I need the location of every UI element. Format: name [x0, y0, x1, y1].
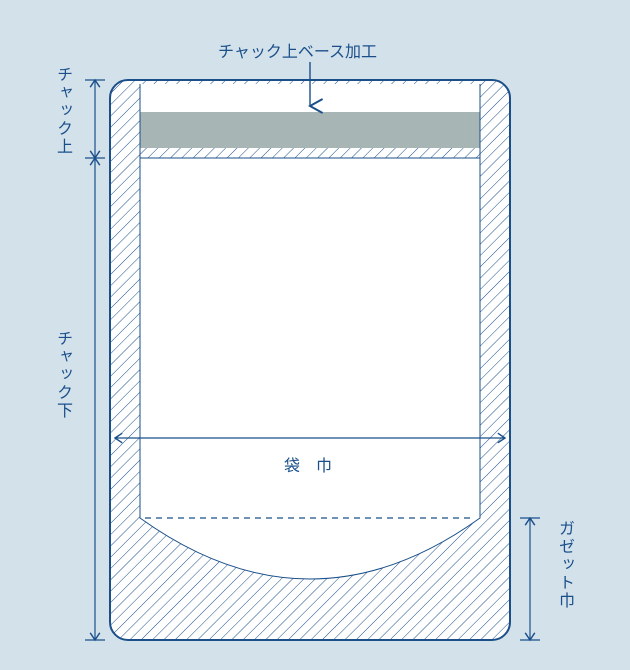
label-top: チャック上ベース加工	[218, 38, 377, 62]
dim-gusset	[520, 518, 540, 640]
label-chuck-bottom: チャック下	[50, 330, 74, 420]
label-width: 袋 巾	[284, 452, 332, 476]
label-chuck-top: チャック上	[50, 66, 74, 156]
label-gusset: ガゼット巾	[552, 520, 576, 610]
dim-chuck-bottom	[85, 158, 105, 640]
dim-chuck-top	[85, 80, 105, 158]
inner-window	[140, 158, 480, 579]
top-band	[140, 112, 480, 148]
